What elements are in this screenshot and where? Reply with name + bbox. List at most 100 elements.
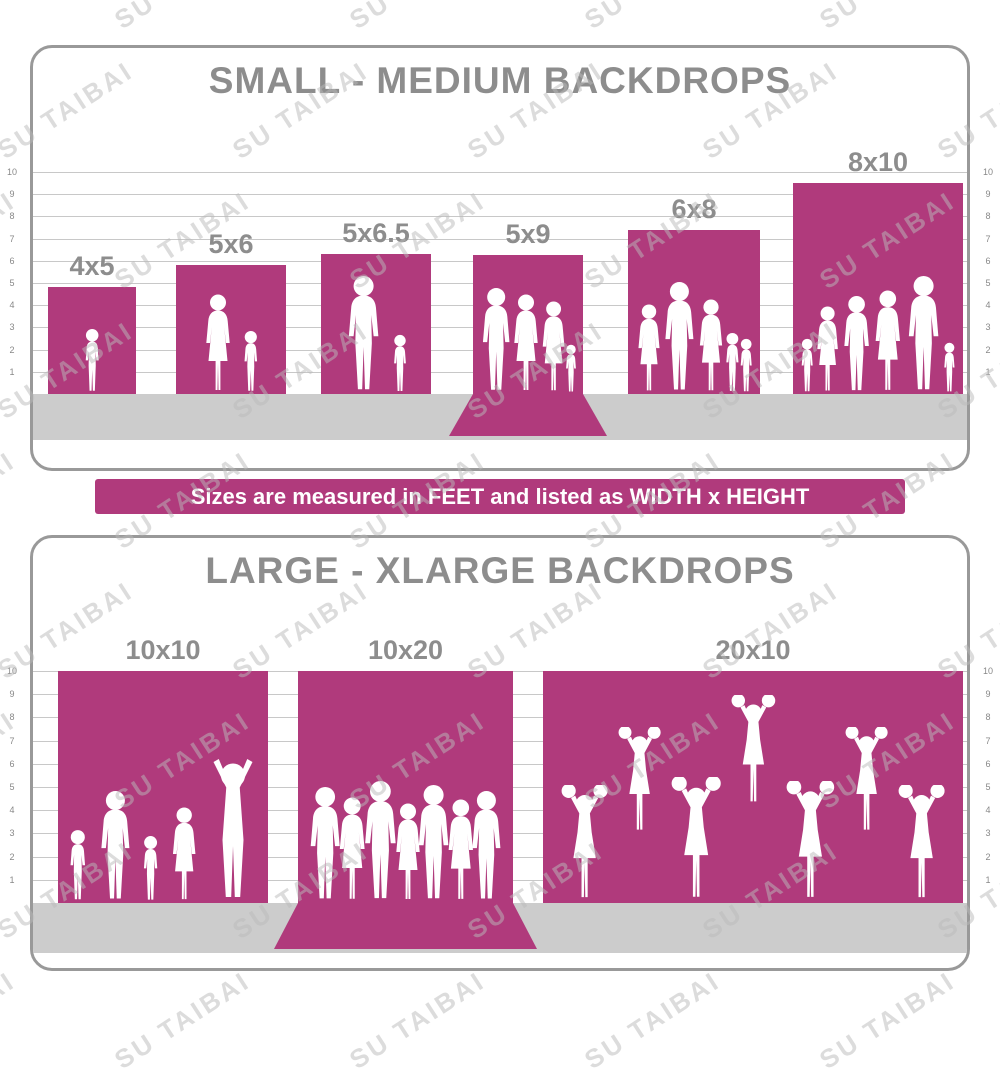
man-silhouette — [483, 288, 510, 390]
woman-silhouette — [817, 306, 838, 391]
ruler-number: 6 — [985, 255, 991, 266]
toddler-silhouette — [565, 344, 576, 392]
silhouette-group — [48, 328, 136, 394]
ruler-number: 4 — [9, 300, 15, 311]
backdrop-floor-sweep — [274, 903, 537, 949]
watermark-text: SU TAIBAI — [0, 445, 21, 555]
child-silhouette — [740, 338, 752, 392]
ruler-number: 9 — [985, 189, 991, 200]
ruler-number: 3 — [985, 828, 991, 839]
silhouette-group — [473, 288, 583, 394]
ruler-number: 2 — [9, 851, 15, 862]
man-silhouette — [365, 781, 396, 899]
silhouette-group — [321, 276, 431, 394]
man-silhouette — [311, 787, 341, 899]
bar-size-label: 10x10 — [125, 635, 201, 665]
child-silhouette — [726, 332, 739, 391]
bar-size-label: 4x5 — [69, 251, 115, 281]
ruler-number: 5 — [9, 278, 15, 288]
woman-silhouette — [875, 290, 901, 390]
silhouette-group — [176, 294, 286, 394]
silhouette-group — [793, 276, 963, 394]
silhouette-group — [58, 753, 268, 903]
woman-silhouette — [340, 797, 365, 899]
ruler-number: 4 — [9, 805, 15, 816]
woman-silhouette — [542, 301, 565, 391]
ruler-number: 1 — [9, 874, 15, 885]
sizes-note-text: Sizes are measured in FEET and listed as… — [190, 483, 810, 509]
ruler-number: 10 — [982, 666, 993, 676]
ruler-number: 9 — [985, 689, 991, 700]
bar-size-label: 8x10 — [847, 147, 909, 177]
bar-size-label: 10x20 — [367, 635, 444, 665]
cheerleader-silhouette — [671, 777, 721, 897]
cheerleader-silhouette — [786, 781, 835, 897]
man-silhouette — [665, 282, 694, 390]
ruler-number: 8 — [985, 712, 991, 723]
ruler-number: 1 — [985, 366, 991, 377]
ruler-number: 7 — [985, 233, 991, 244]
backdrop-floor-sweep — [449, 394, 607, 436]
ruler-number: 3 — [9, 322, 15, 333]
girl-toddler-silhouette — [85, 329, 99, 391]
bar-size-label: 6x8 — [671, 194, 717, 224]
watermark-text: SU TAIBAI — [344, 965, 491, 1075]
watermark-text: SU TAIBAI — [0, 185, 21, 295]
watermark-text: SU TAIBAI — [579, 0, 726, 36]
ruler-number: 7 — [985, 735, 991, 746]
cheering-adult-silhouette — [213, 759, 253, 897]
woman-silhouette — [395, 803, 420, 899]
large-xlarge-backdrops-panel: 10x10 10x20 20x10 LARGE - XLARGE BACKDROPS — [30, 535, 970, 971]
backdrop-bar-5x6 — [176, 265, 286, 394]
watermark-text: SU TAIBAI — [579, 965, 726, 1075]
large-xlarge-chart: 10x10 10x20 20x10 — [33, 538, 967, 968]
watermark-text: SU TAIBAI — [109, 965, 256, 1075]
ruler-number: 6 — [9, 255, 15, 266]
ruler-number: 4 — [985, 805, 991, 816]
ruler-number: 5 — [985, 278, 991, 288]
ruler-number: 6 — [9, 758, 15, 769]
ruler-number: 8 — [9, 712, 15, 723]
child-silhouette — [144, 836, 158, 900]
child-silhouette — [944, 342, 955, 392]
gridline — [33, 172, 967, 173]
watermark-text: SU TAIBAI — [0, 965, 21, 1075]
ruler-number: 8 — [9, 211, 15, 222]
ruler-number: 5 — [9, 782, 15, 792]
watermark-text: SU TAIBAI — [814, 965, 961, 1075]
woman-silhouette — [206, 294, 230, 390]
bar-size-label: 5x9 — [505, 219, 551, 249]
cheerleader-silhouette — [898, 785, 945, 898]
ruler-number: 7 — [9, 735, 15, 746]
gridline — [33, 216, 967, 218]
ruler-number: 5 — [985, 782, 991, 792]
cheerleader-silhouette — [561, 785, 608, 898]
child-silhouette — [802, 338, 813, 392]
silhouette-group — [543, 695, 963, 903]
gridline — [33, 238, 967, 240]
small-medium-backdrops-panel: 4x5 5x6 5x6.5 5x9 6x8 8x10 SMALL - MEDIUM BAC… — [30, 45, 970, 471]
ruler-number: 6 — [985, 758, 991, 769]
watermark-text: SU TAIBAI — [109, 0, 256, 36]
man-silhouette — [844, 296, 869, 391]
woman-silhouette — [638, 304, 660, 391]
watermark-text: SU TAIBAI — [814, 0, 961, 36]
ruler-number: 2 — [985, 851, 991, 862]
watermark-text: SU TAIBAI — [344, 0, 491, 36]
cheerleader-silhouette — [731, 695, 776, 802]
silhouette-group — [628, 282, 760, 394]
large-xlarge-title: LARGE - XLARGE BACKDROPS — [205, 550, 795, 591]
ruler-number: 8 — [985, 211, 991, 222]
man-silhouette — [418, 785, 449, 899]
child-silhouette — [70, 830, 86, 900]
woman-silhouette — [699, 299, 722, 391]
ruler-number: 1 — [9, 366, 15, 377]
silhouette-group — [298, 781, 513, 903]
ruler-number: 10 — [6, 666, 17, 676]
boy-silhouette — [393, 334, 406, 391]
man-silhouette — [472, 791, 501, 899]
ruler-number: 2 — [9, 344, 15, 355]
man-silhouette — [909, 276, 939, 390]
sizes-note-banner: Sizes are measured in FEET and listed as… — [95, 479, 905, 514]
ruler-number: 1 — [985, 874, 991, 885]
